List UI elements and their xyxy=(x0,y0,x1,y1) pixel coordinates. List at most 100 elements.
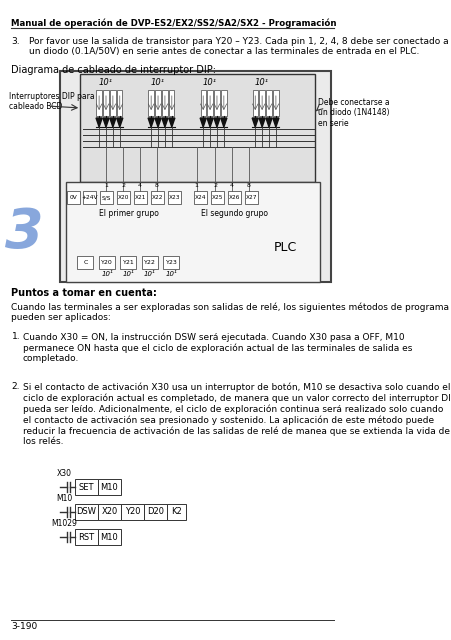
Polygon shape xyxy=(168,118,175,127)
Text: Y21: Y21 xyxy=(122,260,134,265)
Text: Y20: Y20 xyxy=(124,508,140,516)
Bar xyxy=(155,90,161,116)
Text: X30: X30 xyxy=(57,469,72,478)
Bar xyxy=(244,191,258,204)
Polygon shape xyxy=(148,118,154,127)
Bar xyxy=(214,90,219,116)
Polygon shape xyxy=(161,118,168,127)
Polygon shape xyxy=(155,118,161,127)
Text: M10: M10 xyxy=(100,483,118,492)
Text: 3.: 3. xyxy=(11,37,20,46)
Bar xyxy=(143,504,166,520)
Text: 10¹: 10¹ xyxy=(202,78,216,87)
Polygon shape xyxy=(103,118,109,127)
Text: 1.: 1. xyxy=(11,332,20,341)
Text: SET: SET xyxy=(78,483,94,492)
Text: 1: 1 xyxy=(104,183,108,188)
Bar xyxy=(207,90,212,116)
Bar xyxy=(221,90,226,116)
Polygon shape xyxy=(213,118,220,127)
Text: Y22: Y22 xyxy=(144,260,156,265)
Bar xyxy=(77,256,93,269)
Text: Y23: Y23 xyxy=(165,260,177,265)
Text: X20: X20 xyxy=(101,508,117,516)
Bar xyxy=(163,256,179,269)
Text: 10¹: 10¹ xyxy=(98,78,112,87)
Text: +24V: +24V xyxy=(82,195,98,200)
Bar xyxy=(66,182,319,282)
Text: El segundo grupo: El segundo grupo xyxy=(200,209,267,218)
Bar xyxy=(103,90,108,116)
Text: X23: X23 xyxy=(168,195,179,200)
Bar xyxy=(228,191,240,204)
Bar xyxy=(83,191,96,204)
Text: 10¹: 10¹ xyxy=(150,78,164,87)
Text: 3: 3 xyxy=(5,206,43,260)
Text: 4: 4 xyxy=(230,183,233,188)
Bar xyxy=(98,504,121,520)
Bar xyxy=(259,90,264,116)
Text: 10¹: 10¹ xyxy=(165,271,177,277)
Text: X22: X22 xyxy=(151,195,163,200)
Bar xyxy=(98,529,121,545)
Text: 1: 1 xyxy=(194,183,198,188)
Bar xyxy=(117,191,130,204)
Text: 10¹: 10¹ xyxy=(254,78,268,87)
Text: 2: 2 xyxy=(121,183,125,188)
Text: 8: 8 xyxy=(155,183,158,188)
Bar xyxy=(120,256,136,269)
Text: Diagrama de cableado de interruptor DIP:: Diagrama de cableado de interruptor DIP: xyxy=(11,65,216,75)
Bar xyxy=(133,191,147,204)
Text: X27: X27 xyxy=(245,195,257,200)
Bar xyxy=(100,191,113,204)
Polygon shape xyxy=(110,118,116,127)
Bar xyxy=(167,191,180,204)
Text: Cuando las terminales a ser exploradas son salidas de relé, los siguientes métod: Cuando las terminales a ser exploradas s… xyxy=(11,302,448,322)
Text: Cuando X30 = ON, la instrucción DSW será ejecutada. Cuando X30 pasa a OFF, M10
p: Cuando X30 = ON, la instrucción DSW será… xyxy=(23,332,411,363)
Bar xyxy=(98,479,121,495)
Bar xyxy=(117,90,122,116)
Text: 10¹: 10¹ xyxy=(101,271,113,277)
Bar xyxy=(252,90,258,116)
Text: 4: 4 xyxy=(138,183,142,188)
Bar xyxy=(75,504,98,520)
Polygon shape xyxy=(207,118,213,127)
Text: 0V: 0V xyxy=(69,195,77,200)
Text: Por favor use la salida de transistor para Y20 – Y23. Cada pin 1, 2, 4, 8 debe s: Por favor use la salida de transistor pa… xyxy=(29,37,448,56)
Polygon shape xyxy=(258,118,265,127)
Polygon shape xyxy=(252,118,258,127)
Text: 3-190: 3-190 xyxy=(11,622,37,631)
Bar xyxy=(200,90,205,116)
Polygon shape xyxy=(220,118,226,127)
Text: 10¹: 10¹ xyxy=(122,271,134,277)
Text: S/S: S/S xyxy=(102,195,111,200)
Text: Puntos a tomar en cuenta:: Puntos a tomar en cuenta: xyxy=(11,288,157,298)
Bar xyxy=(148,90,153,116)
Bar xyxy=(96,90,101,116)
Text: X21: X21 xyxy=(134,195,146,200)
Text: X20: X20 xyxy=(118,195,129,200)
Bar xyxy=(166,504,185,520)
Polygon shape xyxy=(200,118,206,127)
Bar xyxy=(121,504,143,520)
Text: X26: X26 xyxy=(228,195,240,200)
Polygon shape xyxy=(272,118,278,127)
Text: Interruptores DIP para
cableado BCD: Interruptores DIP para cableado BCD xyxy=(9,92,95,111)
Polygon shape xyxy=(265,118,272,127)
Text: C: C xyxy=(83,260,87,265)
Polygon shape xyxy=(116,118,123,127)
Text: Manual de operación de DVP-ES2/EX2/SS2/SA2/SX2 - Programación: Manual de operación de DVP-ES2/EX2/SS2/S… xyxy=(11,18,336,28)
Text: D20: D20 xyxy=(147,508,164,516)
Bar xyxy=(66,191,79,204)
Bar xyxy=(162,90,167,116)
Bar xyxy=(75,529,98,545)
Text: 2: 2 xyxy=(212,183,216,188)
Polygon shape xyxy=(96,118,102,127)
Bar xyxy=(272,90,278,116)
Text: M1029: M1029 xyxy=(51,519,77,528)
Text: M10: M10 xyxy=(100,532,118,541)
Text: DSW: DSW xyxy=(76,508,96,516)
Text: Si el contacto de activación X30 usa un interruptor de botón, M10 se desactiva s: Si el contacto de activación X30 usa un … xyxy=(23,382,451,446)
Bar xyxy=(266,90,271,116)
Text: 2.: 2. xyxy=(11,382,20,391)
